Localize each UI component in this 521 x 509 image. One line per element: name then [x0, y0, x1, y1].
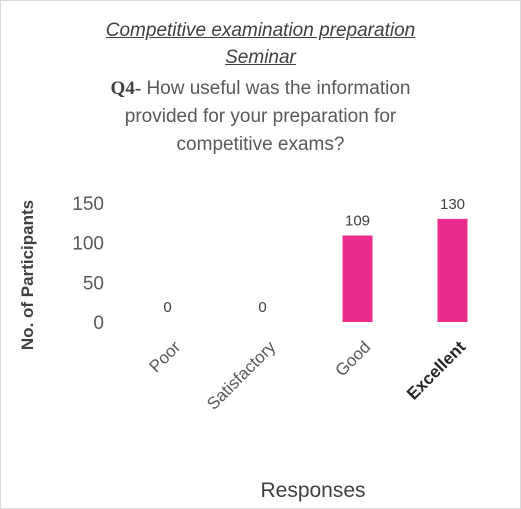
question-label: Q4- — [110, 78, 142, 99]
x-tick-label: Good — [331, 337, 374, 380]
y-axis-label: No. of Participants — [18, 200, 37, 350]
y-tick-label: 150 — [72, 194, 104, 215]
x-tick-label: Satisfactory — [203, 337, 280, 414]
y-axis-ticks: 0 50 100 150 — [72, 194, 104, 334]
data-labels: 0 0 109 130 — [163, 196, 465, 316]
question-line-1: Q4- How useful was the information — [0, 78, 521, 100]
chart-title-line1: Competitive examination preparation — [105, 20, 416, 41]
y-tick-label: 100 — [72, 234, 104, 255]
x-axis-ticks: Poor Satisfactory Good Excellent — [145, 337, 469, 414]
y-tick-label: 50 — [83, 273, 104, 294]
x-tick-label: Poor — [145, 337, 184, 376]
y-tick-label: 0 — [93, 313, 104, 334]
bar-excellent — [437, 218, 468, 322]
chart-title-line2: Seminar — [225, 47, 296, 68]
question-line-3: competitive exams? — [176, 134, 345, 155]
question-line-2: provided for your preparation for — [124, 106, 397, 127]
x-tick-label: Excellent — [403, 337, 469, 403]
bars — [342, 218, 468, 322]
data-label: 109 — [345, 213, 370, 230]
data-label: 0 — [258, 299, 266, 316]
x-axis-label: Responses — [260, 479, 365, 502]
data-label: 0 — [163, 299, 171, 316]
data-label: 130 — [440, 196, 465, 213]
bar-good — [342, 235, 373, 322]
question-text-1: How useful was the information — [146, 78, 411, 99]
